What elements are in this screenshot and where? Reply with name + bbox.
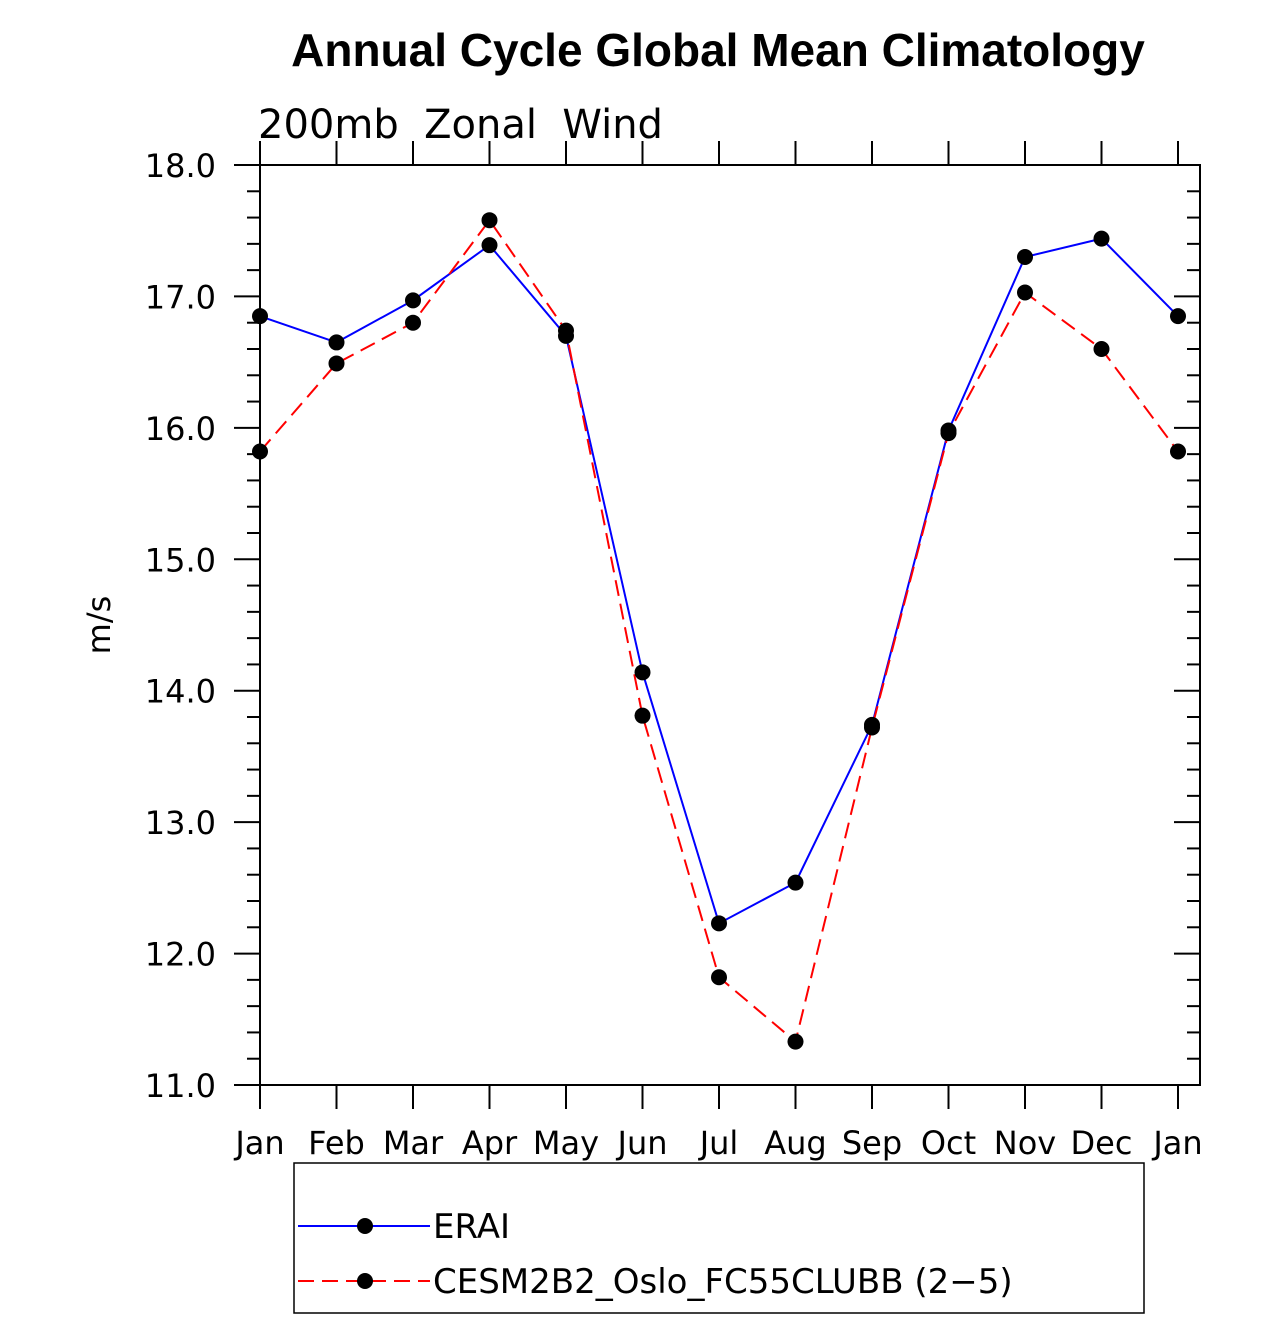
- series-line-1: [259, 237, 1179, 925]
- x-tick-label: Oct: [921, 1124, 976, 1162]
- data-point: [252, 308, 268, 325]
- data-point: [634, 664, 651, 681]
- legend: ERAI CESM2B2_Oslo_FC55CLUBB (2−5): [293, 1162, 1145, 1314]
- x-tick-label: Mar: [383, 1124, 444, 1162]
- x-tick-label: Jun: [616, 1124, 668, 1162]
- data-point: [787, 874, 804, 891]
- y-tick-label: 11.0: [145, 1067, 216, 1105]
- x-tick-label: Jan: [233, 1124, 284, 1162]
- y-tick-label: 17.0: [145, 278, 216, 316]
- y-axis-label: m/s: [80, 596, 118, 655]
- chart-title: Annual Cycle Global Mean Climatology: [291, 24, 1145, 76]
- y-tick-label: 13.0: [145, 804, 216, 842]
- y-tick-label: 18.0: [145, 147, 216, 185]
- y-tick-label: 16.0: [145, 410, 216, 448]
- data-point: [1170, 308, 1186, 325]
- data-point: [481, 237, 498, 254]
- data-point: [711, 915, 727, 932]
- data-point: [634, 707, 651, 724]
- y-tick-label: 12.0: [145, 936, 216, 974]
- legend-marker-2: [357, 1273, 373, 1289]
- x-tick-label: Feb: [308, 1124, 365, 1162]
- data-point: [481, 212, 498, 229]
- y-tick-label: 14.0: [145, 673, 216, 711]
- y-axis: 11.0 12.0 13.0 14.0 15.0 16.0 17.0 18.0: [145, 147, 1200, 1105]
- legend-label-1: ERAI: [433, 1207, 510, 1247]
- data-point: [940, 425, 957, 442]
- legend-box: [293, 1162, 1145, 1314]
- x-tick-label: Jan: [1151, 1124, 1202, 1162]
- legend-marker-1: [357, 1218, 373, 1234]
- series-layer: [252, 212, 1186, 1050]
- x-tick-label: Sep: [842, 1124, 902, 1162]
- chart-subtitle: 200mb Zonal Wind: [258, 102, 663, 148]
- x-tick-label: Jul: [698, 1124, 739, 1162]
- data-point: [252, 443, 268, 460]
- data-point: [711, 969, 727, 986]
- x-tick-label: Nov: [994, 1124, 1056, 1162]
- data-point: [558, 322, 574, 339]
- legend-label-2: CESM2B2_Oslo_FC55CLUBB (2−5): [433, 1262, 1013, 1302]
- data-point: [405, 292, 421, 309]
- data-point: [1093, 341, 1110, 357]
- data-point: [1093, 230, 1110, 247]
- x-tick-label: Dec: [1071, 1124, 1133, 1162]
- x-axis: Jan Feb Mar Apr May Jun Jul Aug Sep Oct Nov Dec Jan: [233, 141, 1203, 1162]
- x-tick-label: May: [533, 1124, 599, 1162]
- plot-frame: [259, 164, 1201, 1086]
- data-point: [1017, 284, 1033, 301]
- data-point: [1017, 249, 1033, 265]
- data-point: [1170, 443, 1186, 460]
- x-tick-label: Aug: [764, 1124, 826, 1162]
- y-tick-label: 15.0: [145, 541, 216, 579]
- data-point: [864, 719, 880, 736]
- data-point: [328, 355, 345, 372]
- data-point: [328, 334, 345, 351]
- data-point: [787, 1033, 804, 1050]
- data-point: [405, 314, 421, 331]
- x-tick-label: Apr: [462, 1124, 518, 1162]
